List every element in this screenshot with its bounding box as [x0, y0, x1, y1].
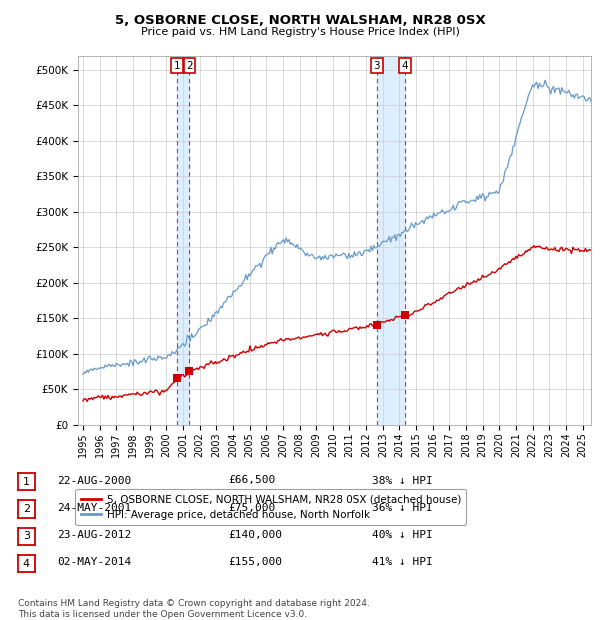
Text: Contains HM Land Registry data © Crown copyright and database right 2024.
This d: Contains HM Land Registry data © Crown c… [18, 600, 370, 619]
Text: £140,000: £140,000 [228, 530, 282, 540]
Text: 5, OSBORNE CLOSE, NORTH WALSHAM, NR28 0SX: 5, OSBORNE CLOSE, NORTH WALSHAM, NR28 0S… [115, 14, 485, 27]
Text: £66,500: £66,500 [228, 476, 275, 485]
Text: 3: 3 [373, 61, 380, 71]
Text: 1: 1 [23, 477, 30, 487]
Text: 22-AUG-2000: 22-AUG-2000 [57, 476, 131, 485]
Text: £155,000: £155,000 [228, 557, 282, 567]
Text: 4: 4 [401, 61, 408, 71]
Text: 41% ↓ HPI: 41% ↓ HPI [372, 557, 433, 567]
Text: 3: 3 [23, 531, 30, 541]
Text: 40% ↓ HPI: 40% ↓ HPI [372, 530, 433, 540]
Text: Price paid vs. HM Land Registry's House Price Index (HPI): Price paid vs. HM Land Registry's House … [140, 27, 460, 37]
Text: 4: 4 [23, 559, 30, 569]
Text: 36% ↓ HPI: 36% ↓ HPI [372, 503, 433, 513]
Text: 1: 1 [173, 61, 180, 71]
Text: 02-MAY-2014: 02-MAY-2014 [57, 557, 131, 567]
Text: 2: 2 [23, 504, 30, 514]
Legend: 5, OSBORNE CLOSE, NORTH WALSHAM, NR28 0SX (detached house), HPI: Average price, : 5, OSBORNE CLOSE, NORTH WALSHAM, NR28 0S… [76, 489, 466, 525]
Text: 23-AUG-2012: 23-AUG-2012 [57, 530, 131, 540]
Text: 2: 2 [186, 61, 193, 71]
Text: 38% ↓ HPI: 38% ↓ HPI [372, 476, 433, 485]
Text: £75,000: £75,000 [228, 503, 275, 513]
Bar [377, 56, 405, 425]
Bar [177, 56, 190, 425]
Text: 24-MAY-2001: 24-MAY-2001 [57, 503, 131, 513]
